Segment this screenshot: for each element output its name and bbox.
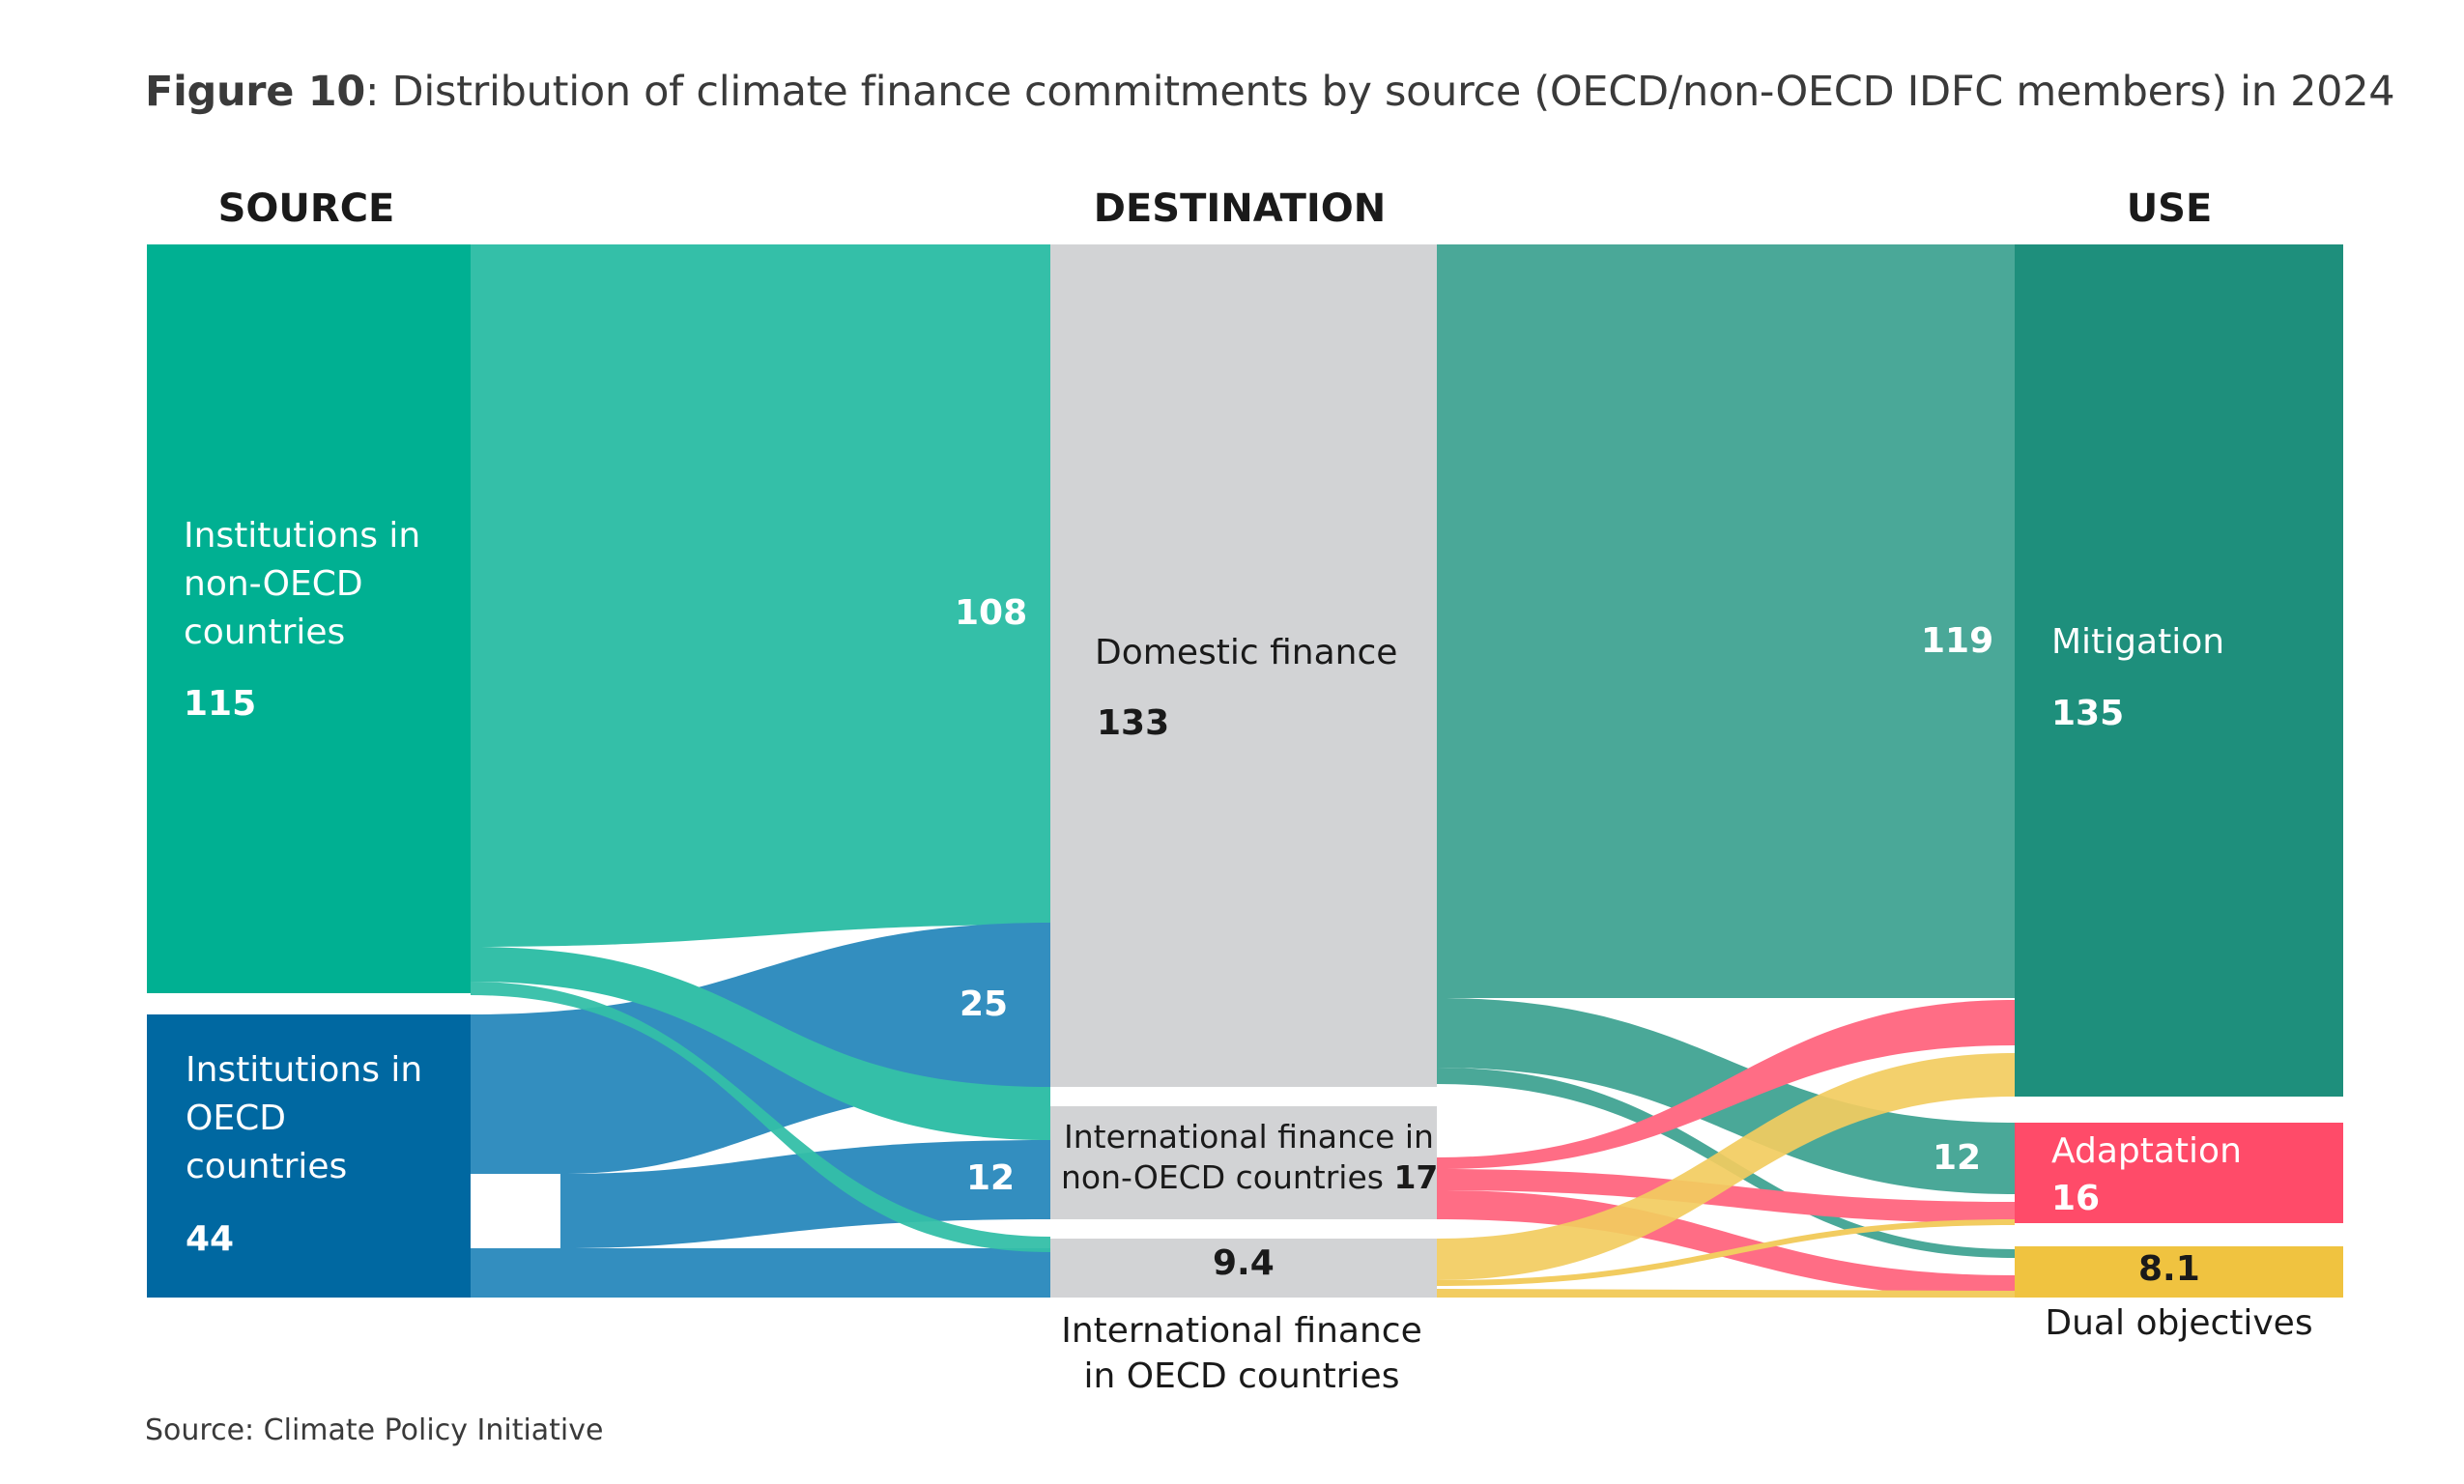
node-label-oecd-line3: countries: [186, 1147, 348, 1186]
node-value-non-oecd: 115: [184, 684, 257, 724]
node-international-finance-non-oecd: [1050, 1106, 1437, 1219]
node-label-intl-non-oecd-line1: International finance in: [1064, 1118, 1434, 1156]
node-mitigation: [2015, 244, 2343, 1097]
node-label-non-oecd-line2: non-OECD: [184, 564, 363, 604]
node-label-non-oecd-line1: Institutions in: [184, 516, 421, 556]
flow-nonoecd-to-domestic: [471, 244, 1050, 947]
node-institutions-oecd: [147, 1014, 471, 1298]
node-label-oecd-line2: OECD: [186, 1099, 286, 1138]
figure-title: Figure 10: Distribution of climate finan…: [145, 68, 2395, 116]
node-label-non-oecd-line3: countries: [184, 613, 346, 652]
node-domestic-finance: [1050, 244, 1437, 1087]
source-note: Source: Climate Policy Initiative: [145, 1413, 604, 1447]
node-institutions-non-oecd: [147, 244, 471, 993]
flow-label-25: 25: [960, 985, 1009, 1024]
flow-intl-nonoecd-to-adaptation: [1437, 1169, 2015, 1223]
figure-label: Figure 10: [145, 68, 365, 116]
node-value-adaptation: 16: [2051, 1179, 2101, 1218]
column-header-source: SOURCE: [217, 186, 395, 231]
node-label-mitigation: Mitigation: [2051, 622, 2225, 662]
node-adaptation: [2015, 1123, 2343, 1223]
flow-intl-nonoecd-to-mitigation: [1437, 1000, 2015, 1169]
node-dual-objectives: [2015, 1246, 2343, 1298]
flow-label-12-intl: 12: [966, 1158, 1016, 1198]
node-value-dual: 8.1: [2138, 1249, 2200, 1289]
node-international-finance-oecd: [1050, 1239, 1437, 1298]
flow-nonoecd-to-intl-oecd: [471, 982, 1050, 1252]
node-label-intl-non-oecd-text: non-OECD countries: [1061, 1158, 1384, 1196]
flow-domestic-to-mitigation: [1437, 244, 2015, 998]
flow-intl-nonoecd-to-dual: [1437, 1190, 2015, 1298]
flow-intl-oecd-to-adaptation: [1437, 1219, 2015, 1286]
node-value-intl-oecd: 9.4: [1213, 1243, 1275, 1283]
flow-intl-oecd-to-dual: [1437, 1289, 2015, 1298]
node-value-intl-non-oecd: 17: [1393, 1158, 1439, 1196]
node-value-domestic: 133: [1097, 703, 1170, 743]
node-label-adaptation: Adaptation: [2051, 1131, 2242, 1171]
node-label-intl-oecd-line1: International finance: [1061, 1311, 1422, 1351]
node-label-oecd-line1: Institutions in: [186, 1050, 423, 1090]
figure-caption: : Distribution of climate finance commit…: [364, 68, 2395, 116]
flow-oecd-to-intl-oecd: [471, 1248, 1050, 1298]
node-value-oecd: 44: [186, 1219, 235, 1259]
flow-label-108: 108: [955, 593, 1028, 633]
flow-label-12-adaptation: 12: [1933, 1138, 1982, 1178]
column-header-use: USE: [2126, 186, 2213, 231]
node-value-mitigation: 135: [2051, 694, 2125, 733]
flow-label-119: 119: [1921, 621, 1994, 661]
node-label-intl-oecd-line2: in OECD countries: [1083, 1356, 1400, 1396]
node-label-dual: Dual objectives: [2045, 1303, 2313, 1343]
node-label-domestic: Domestic finance: [1095, 633, 1398, 672]
column-header-destination: DESTINATION: [1093, 186, 1387, 231]
flow-intl-oecd-to-mitigation: [1437, 1053, 2015, 1280]
flow-nonoecd-to-intl-nonoecd: [471, 947, 1050, 1140]
node-label-intl-non-oecd-line2: non-OECD countries 17: [1061, 1157, 1438, 1198]
